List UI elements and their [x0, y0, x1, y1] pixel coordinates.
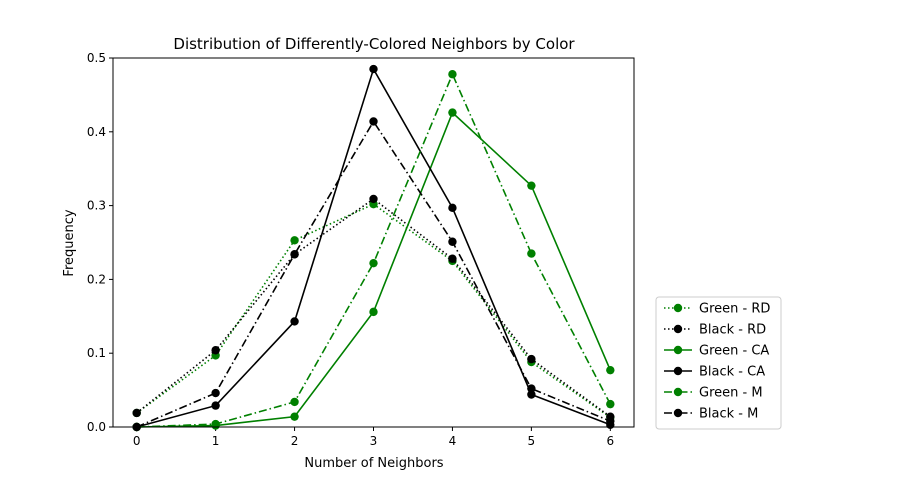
data-point	[290, 397, 299, 407]
data-point	[290, 412, 299, 421]
legend-label: Green - CA	[699, 344, 769, 359]
data-point	[606, 399, 615, 409]
data-point	[132, 408, 141, 418]
legend-item: Black - CA	[664, 365, 765, 380]
legend-marker	[673, 387, 683, 397]
data-point	[527, 249, 536, 258]
data-point	[211, 388, 220, 398]
data-point	[369, 258, 378, 268]
legend-label: Green - RD	[699, 302, 770, 317]
data-point	[290, 250, 299, 259]
data-point	[527, 384, 536, 393]
x-tick-label: 1	[212, 434, 220, 448]
y-tick-label: 0.0	[87, 420, 106, 434]
x-tick-label: 5	[528, 434, 536, 448]
x-tick-label: 3	[370, 434, 378, 448]
data-point	[211, 419, 220, 429]
legend-item: Black - RD	[664, 323, 766, 338]
data-point	[448, 108, 457, 117]
data-point	[527, 354, 536, 364]
data-point	[369, 307, 378, 317]
data-point	[369, 117, 378, 126]
legend-marker	[673, 324, 683, 334]
data-point	[290, 236, 299, 245]
legend-box	[655, 296, 782, 430]
x-axis-label: Number of Neighbors	[304, 456, 443, 471]
y-tick-label: 0.5	[87, 51, 106, 65]
y-tick-label: 0.4	[87, 125, 106, 139]
plot-frame	[112, 57, 635, 428]
legend-marker	[673, 303, 683, 313]
chart-title: Distribution of Differently-Colored Neig…	[173, 35, 575, 53]
data-point	[290, 317, 299, 326]
legend-item: Black - M	[664, 407, 758, 422]
series-line	[136, 119, 611, 428]
data-point	[527, 390, 536, 399]
legend-marker	[673, 366, 683, 376]
data-point	[606, 416, 615, 426]
legend: Green - RD Black - RD Green - CA Black - CA…	[655, 296, 782, 430]
x-tick-label: 4	[449, 434, 457, 448]
series-green-m	[132, 70, 615, 432]
y-tick-label: 0.2	[87, 272, 106, 286]
legend-label: Black - RD	[699, 323, 766, 338]
y-tick-label: 0.3	[87, 199, 106, 213]
data-point	[369, 194, 378, 204]
axes: 0 1 2 3 4 5 6 0.0 0.1 0.2 0.3 0.4 0.5	[87, 51, 614, 448]
legend-label: Black - CA	[699, 365, 765, 380]
legend-label: Black - M	[699, 407, 758, 422]
data-point	[448, 254, 457, 263]
data-point	[448, 70, 457, 79]
series-line	[136, 111, 612, 428]
data-point	[527, 181, 536, 190]
x-tick-label: 6	[606, 434, 614, 448]
series-green-ca	[132, 108, 615, 432]
x-tick-label: 2	[291, 434, 299, 448]
legend-item: Green - M	[664, 386, 763, 401]
data-point	[448, 237, 457, 246]
legend-marker	[673, 408, 683, 418]
legend-item: Green - RD	[664, 302, 770, 317]
series-black-m	[132, 117, 615, 432]
plot-border	[112, 57, 635, 428]
data-point	[211, 346, 220, 355]
data-point	[211, 401, 220, 410]
legend-label: Green - M	[699, 386, 763, 401]
legend-item: Green - CA	[664, 344, 769, 359]
legend-marker	[673, 345, 683, 355]
x-tick-label: 0	[133, 434, 141, 448]
series-line	[136, 72, 612, 428]
y-axis-label: Frequency	[62, 209, 77, 276]
y-tick-label: 0.1	[87, 346, 106, 360]
data-point	[448, 203, 457, 213]
series-lines	[132, 64, 615, 432]
data-point	[606, 365, 615, 375]
data-point	[369, 64, 378, 74]
